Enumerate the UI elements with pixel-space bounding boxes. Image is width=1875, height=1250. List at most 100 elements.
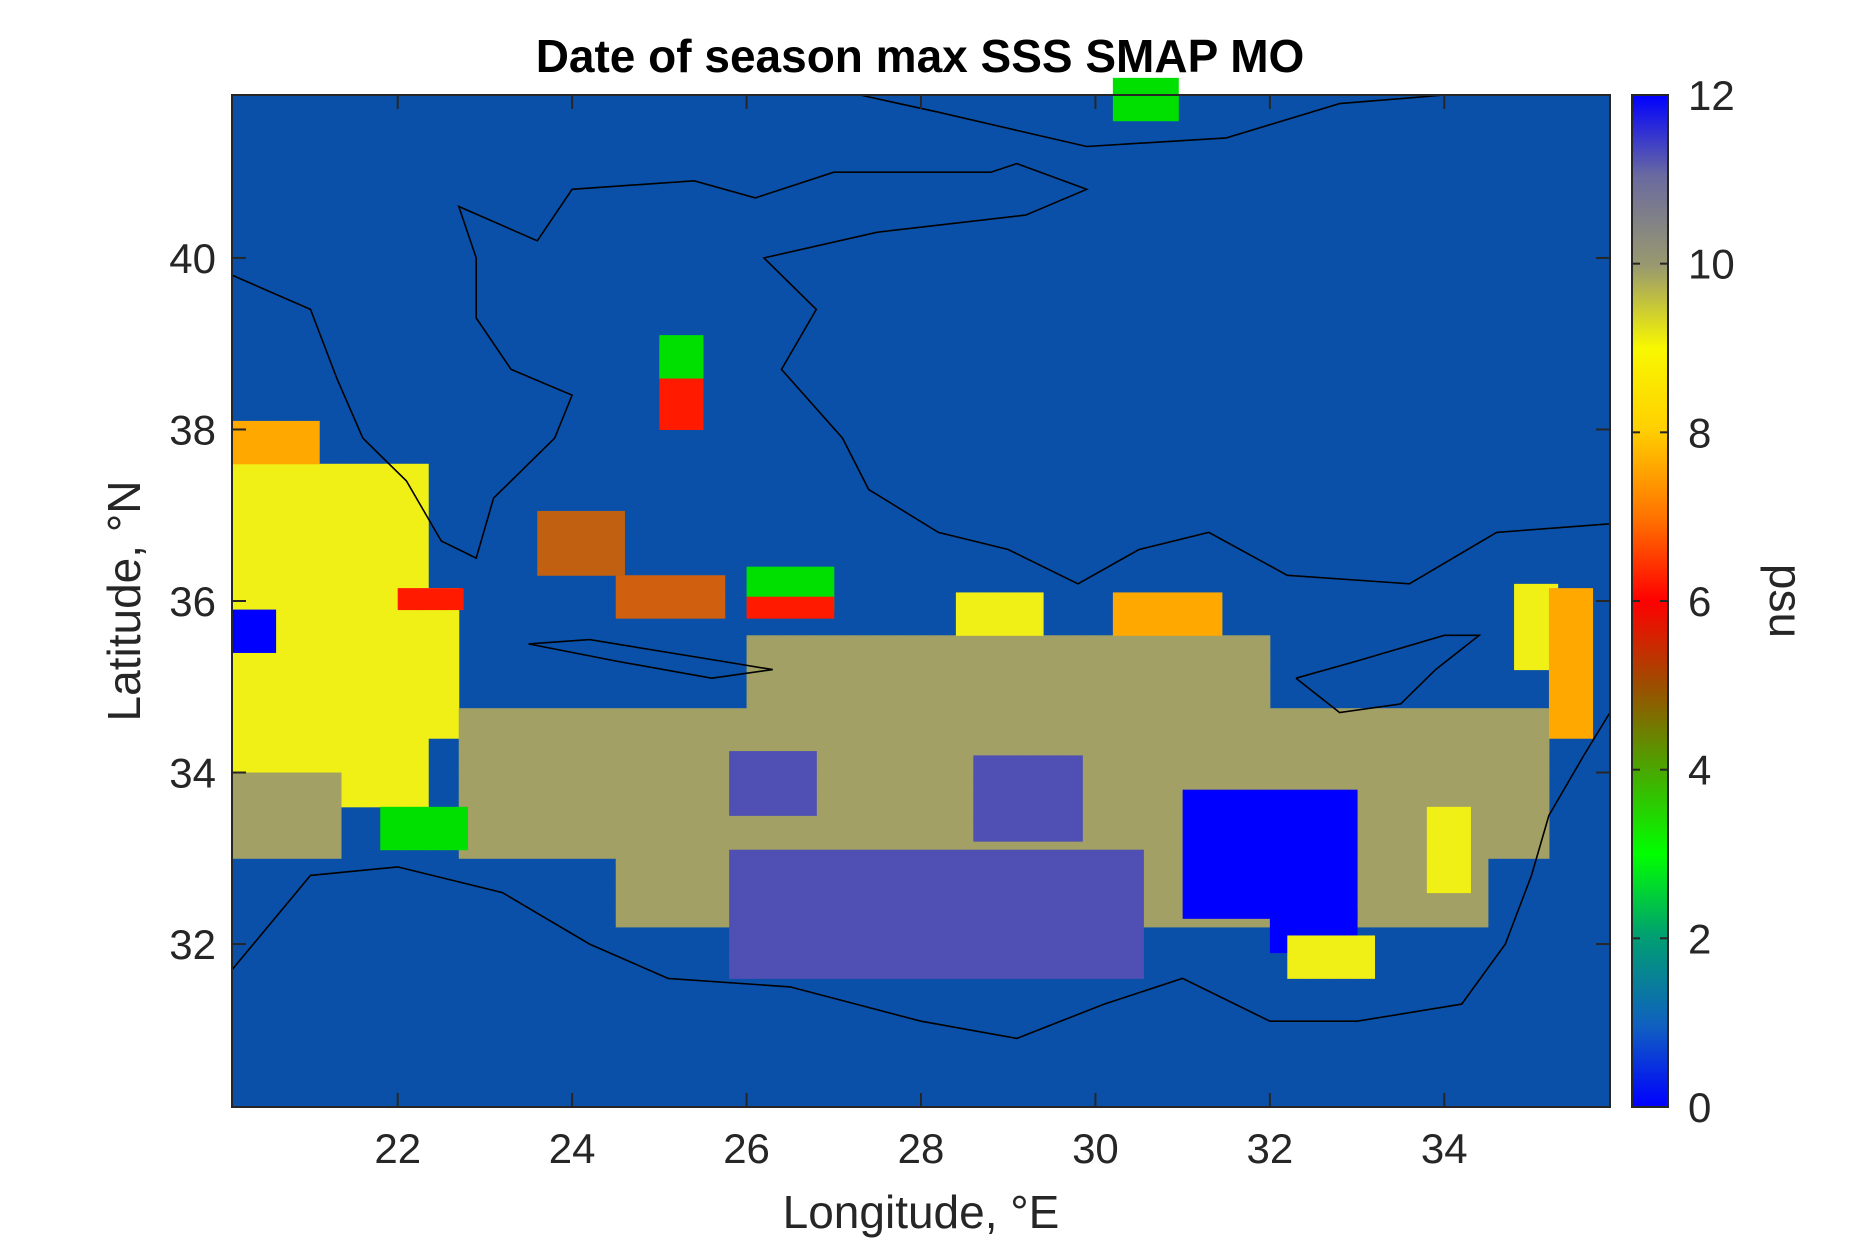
- data-cell: [894, 793, 918, 816]
- data-cell: [794, 956, 817, 979]
- data-cell: [742, 729, 765, 752]
- data-cell: [1117, 635, 1140, 658]
- data-cell: [1291, 875, 1314, 898]
- data-cell: [1448, 806, 1471, 829]
- data-cell: [1012, 935, 1035, 958]
- data-cell: [341, 528, 364, 551]
- data-cell: [1204, 832, 1227, 855]
- data-cell: [253, 420, 277, 443]
- data-cell: [253, 463, 277, 486]
- data-cell: [750, 914, 774, 936]
- data-cell: [384, 721, 407, 744]
- data-cell: [1374, 772, 1397, 795]
- data-cell: [790, 635, 813, 658]
- data-cell: [445, 828, 468, 851]
- data-cell: [964, 656, 987, 679]
- data-cell: [654, 793, 678, 816]
- data-cell: [1034, 914, 1057, 936]
- data-cell: [729, 751, 752, 774]
- data-cell: [681, 386, 704, 409]
- data-cell: [253, 815, 277, 838]
- data-cell: [1112, 772, 1136, 795]
- data-cell: [341, 549, 364, 572]
- data-cell: [319, 678, 342, 701]
- data-cell: [903, 871, 926, 894]
- data-cell: [1335, 854, 1358, 876]
- data-cell: [253, 485, 277, 508]
- data-cell: [1265, 729, 1288, 752]
- data-cell: [729, 772, 752, 795]
- data-cell: [881, 914, 905, 936]
- data-cell: [1016, 819, 1040, 842]
- data-cell: [681, 408, 704, 430]
- data-cell: [982, 729, 1005, 752]
- data-cell: [750, 892, 774, 915]
- data-cell: [1030, 656, 1053, 679]
- data-cell: [729, 956, 752, 979]
- data-cell: [1060, 819, 1083, 842]
- data-cell: [232, 631, 255, 653]
- data-cell: [1182, 811, 1205, 834]
- data-cell: [436, 652, 460, 675]
- data-cell: [964, 678, 987, 701]
- data-cell: [275, 836, 298, 859]
- data-cell: [925, 849, 948, 872]
- data-cell: [275, 463, 298, 486]
- colorbar-ticks: 0 2 4 6 8 10 12: [1632, 72, 1735, 1131]
- data-cell: [1178, 592, 1201, 615]
- data-cell: [362, 549, 386, 572]
- data-cell: [341, 613, 364, 636]
- data-cell: [232, 678, 255, 701]
- data-cell: [602, 510, 625, 533]
- data-cell: [1056, 914, 1079, 936]
- data-cell: [406, 463, 429, 486]
- data-cell: [611, 793, 634, 816]
- data-cell: [384, 785, 407, 808]
- data-cell: [772, 751, 796, 774]
- data-cell: [1226, 635, 1249, 658]
- colorbar: 0 2 4 6 8 10 12 psu: [1631, 72, 1812, 1131]
- data-cell: [1548, 673, 1572, 696]
- data-cell: [859, 892, 883, 915]
- data-cell: [589, 815, 612, 838]
- data-cell: [341, 635, 364, 658]
- data-cell: [1439, 772, 1463, 795]
- data-cell: [232, 549, 255, 572]
- data-cell: [1139, 656, 1162, 679]
- data-cell: [790, 678, 813, 701]
- data-cell: [297, 721, 320, 744]
- data-cell: [1134, 592, 1157, 615]
- data-cell: [833, 635, 857, 658]
- data-cell: [881, 892, 905, 915]
- data-cell: [319, 699, 342, 722]
- data-cell: [384, 570, 407, 593]
- colorbar-tick-label: 6: [1688, 578, 1711, 625]
- data-cell: [1182, 678, 1205, 701]
- data-cell: [524, 708, 547, 731]
- data-cell: [859, 935, 883, 958]
- data-cell: [1139, 905, 1162, 928]
- data-cell: [676, 708, 700, 731]
- y-tick-label: 40: [169, 235, 216, 282]
- data-cell: [1357, 841, 1380, 864]
- data-cell: [1112, 77, 1136, 100]
- data-cell: [615, 841, 639, 864]
- data-cell: [537, 510, 560, 533]
- data-cell: [916, 772, 939, 795]
- data-cell: [384, 613, 407, 636]
- data-cell: [423, 828, 447, 851]
- data-cell: [811, 635, 835, 658]
- data-cell: [480, 729, 503, 752]
- data-cell: [1178, 751, 1201, 774]
- data-cell: [275, 772, 298, 795]
- data-cell: [772, 849, 796, 872]
- data-cell: [816, 849, 839, 872]
- data-cell: [1226, 789, 1249, 812]
- data-cell: [1034, 849, 1057, 872]
- data-cell: [925, 935, 948, 958]
- data-cell: [253, 549, 277, 572]
- data-cell: [1400, 905, 1423, 928]
- data-cell: [1047, 729, 1070, 752]
- data-cell: [1448, 849, 1471, 872]
